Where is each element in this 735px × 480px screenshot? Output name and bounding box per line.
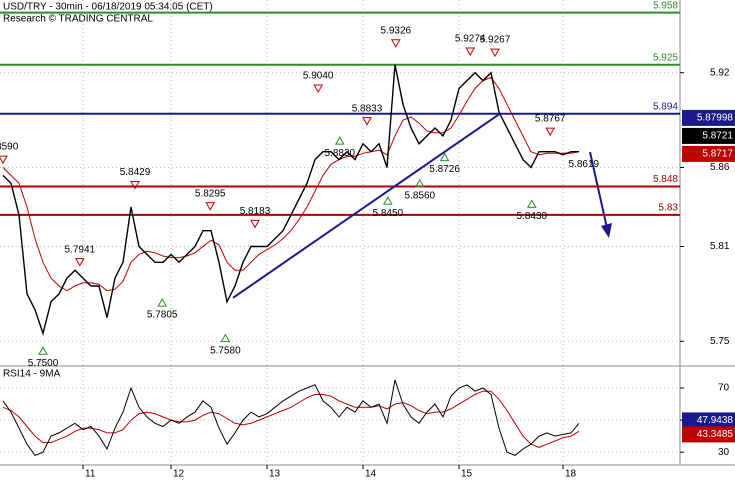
tag-label: 43.3485 xyxy=(697,429,734,440)
annotation-label: 5.7805 xyxy=(147,310,178,321)
y-tick-label: 5.81 xyxy=(710,241,730,252)
series-line xyxy=(2,390,580,448)
annotation-label: 5.7500 xyxy=(28,358,59,369)
peak-marker xyxy=(362,117,372,126)
trendline xyxy=(232,112,501,299)
annotation-label: 5.8183 xyxy=(240,206,271,217)
y-tick-label: 5.75 xyxy=(710,336,730,347)
value-tag: 5.8717 xyxy=(682,145,735,162)
x-tick-label: 15 xyxy=(461,469,473,480)
annotation-label: 5.7580 xyxy=(210,345,241,356)
annotation-label: 5.8450 xyxy=(373,208,404,219)
annotation-label: 5.7941 xyxy=(65,244,96,255)
peak-marker xyxy=(74,258,85,267)
y-tick-label: 70 xyxy=(718,383,730,394)
trough-marker xyxy=(526,199,537,208)
chart-title: USD/TRY - 30min - 06/18/2019 05:34:05 (C… xyxy=(3,2,213,13)
annotation-label: 5.8590 xyxy=(0,142,19,153)
annotation-label: 5.9274 xyxy=(455,34,486,45)
trough-marker xyxy=(220,333,231,343)
tag-label: 5.8721 xyxy=(702,131,733,142)
x-tick-label: 18 xyxy=(565,469,577,480)
annotation-label: 5.8429 xyxy=(120,167,151,178)
y-tick-label: 5.86 xyxy=(710,162,730,173)
y-tick-label: 30 xyxy=(718,447,730,458)
tag-label: 5.8717 xyxy=(702,149,733,160)
value-tag: 47.9438 xyxy=(682,412,735,429)
annotation-label: 5.8560 xyxy=(405,190,436,201)
peak-marker xyxy=(205,202,216,211)
peak-marker xyxy=(465,47,476,56)
x-tick-label: 12 xyxy=(173,469,185,480)
peak-marker xyxy=(390,39,401,48)
x-tick-label: 13 xyxy=(269,469,281,480)
annotation-label: 5.8833 xyxy=(352,103,383,114)
trough-marker xyxy=(414,178,425,188)
tag-box xyxy=(682,127,735,144)
value-tag: 5.87998 xyxy=(682,109,735,126)
y-tick-label: 5.92 xyxy=(710,67,730,78)
trough-marker xyxy=(334,136,345,145)
level-label: 5.894 xyxy=(653,101,678,112)
annotation-label: 5.9326 xyxy=(381,25,412,36)
chart-subtitle: Research © TRADING CENTRAL xyxy=(3,14,153,25)
annotation-label: 5.8430 xyxy=(517,211,548,222)
level-label: 5.958 xyxy=(653,0,678,11)
peak-marker xyxy=(313,84,324,93)
tag-box xyxy=(682,426,735,443)
trough-marker xyxy=(38,346,48,355)
peak-marker xyxy=(490,48,500,58)
peak-marker xyxy=(0,155,8,165)
annotation-label: 5.9040 xyxy=(303,71,334,82)
annotation-label: 5.8619 xyxy=(569,159,600,170)
annotation-label: 5.8830 xyxy=(325,148,356,159)
series-line xyxy=(2,64,579,336)
trough-marker xyxy=(439,152,450,162)
peak-marker xyxy=(130,181,140,190)
level-label: 5.848 xyxy=(653,174,678,185)
annotation-label: 5.8295 xyxy=(195,188,226,199)
value-tag: 5.8721 xyxy=(682,127,735,144)
annotation-label: 5.8767 xyxy=(535,114,566,125)
trough-marker xyxy=(382,196,393,205)
trough-marker xyxy=(157,298,168,307)
tag-box xyxy=(682,109,735,126)
level-label: 5.925 xyxy=(653,52,678,63)
x-tick-label: 14 xyxy=(365,469,377,480)
tag-box xyxy=(682,145,735,162)
value-tag: 43.3485 xyxy=(682,426,735,443)
peak-marker xyxy=(545,127,556,137)
rsi-title: RSI14 - 9MA xyxy=(3,369,61,380)
peak-marker xyxy=(250,219,260,229)
level-label: 5.83 xyxy=(659,203,679,214)
annotation-label: 5.9267 xyxy=(480,35,511,46)
tag-label: 5.87998 xyxy=(697,113,734,124)
tag-label: 47.9438 xyxy=(697,415,734,426)
annotation-label: 5.8726 xyxy=(429,164,460,175)
series-line xyxy=(2,379,580,457)
tag-box xyxy=(682,412,735,429)
x-tick-label: 11 xyxy=(85,469,96,480)
